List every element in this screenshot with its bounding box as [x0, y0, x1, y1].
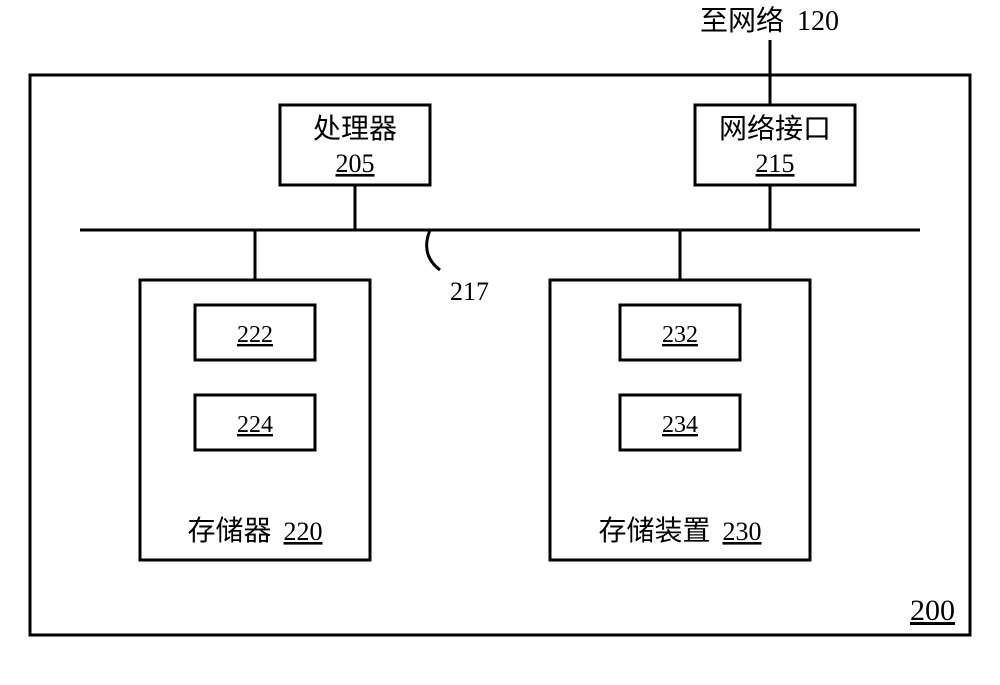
storage-inner-232-ref: 232: [662, 322, 698, 348]
memory-label: 存储器: [187, 515, 271, 547]
external-network-label: 至网络 120: [700, 5, 839, 37]
storage-label: 存储装置: [598, 515, 710, 547]
system-box: [30, 75, 970, 635]
memory-label-row: 存储器 220: [187, 515, 322, 547]
processor-ref: 205: [336, 149, 375, 178]
storage-ref: 230: [723, 517, 762, 546]
netif-label: 网络接口: [719, 113, 831, 145]
processor-label: 处理器: [313, 113, 397, 145]
system-ref: 200: [910, 594, 955, 627]
storage-inner-234-ref: 234: [662, 412, 698, 438]
memory-inner-224-ref: 224: [237, 412, 273, 438]
netif-ref: 215: [756, 149, 795, 178]
memory-ref: 220: [284, 517, 323, 546]
memory-inner-222-ref: 222: [237, 322, 273, 348]
external-network-ref: 120: [797, 6, 839, 37]
bus-ref-leader: [427, 230, 440, 270]
storage-label-row: 存储装置 230: [598, 515, 761, 547]
external-network-prefix: 至网络: [700, 5, 784, 37]
bus-ref: 217: [450, 277, 489, 306]
